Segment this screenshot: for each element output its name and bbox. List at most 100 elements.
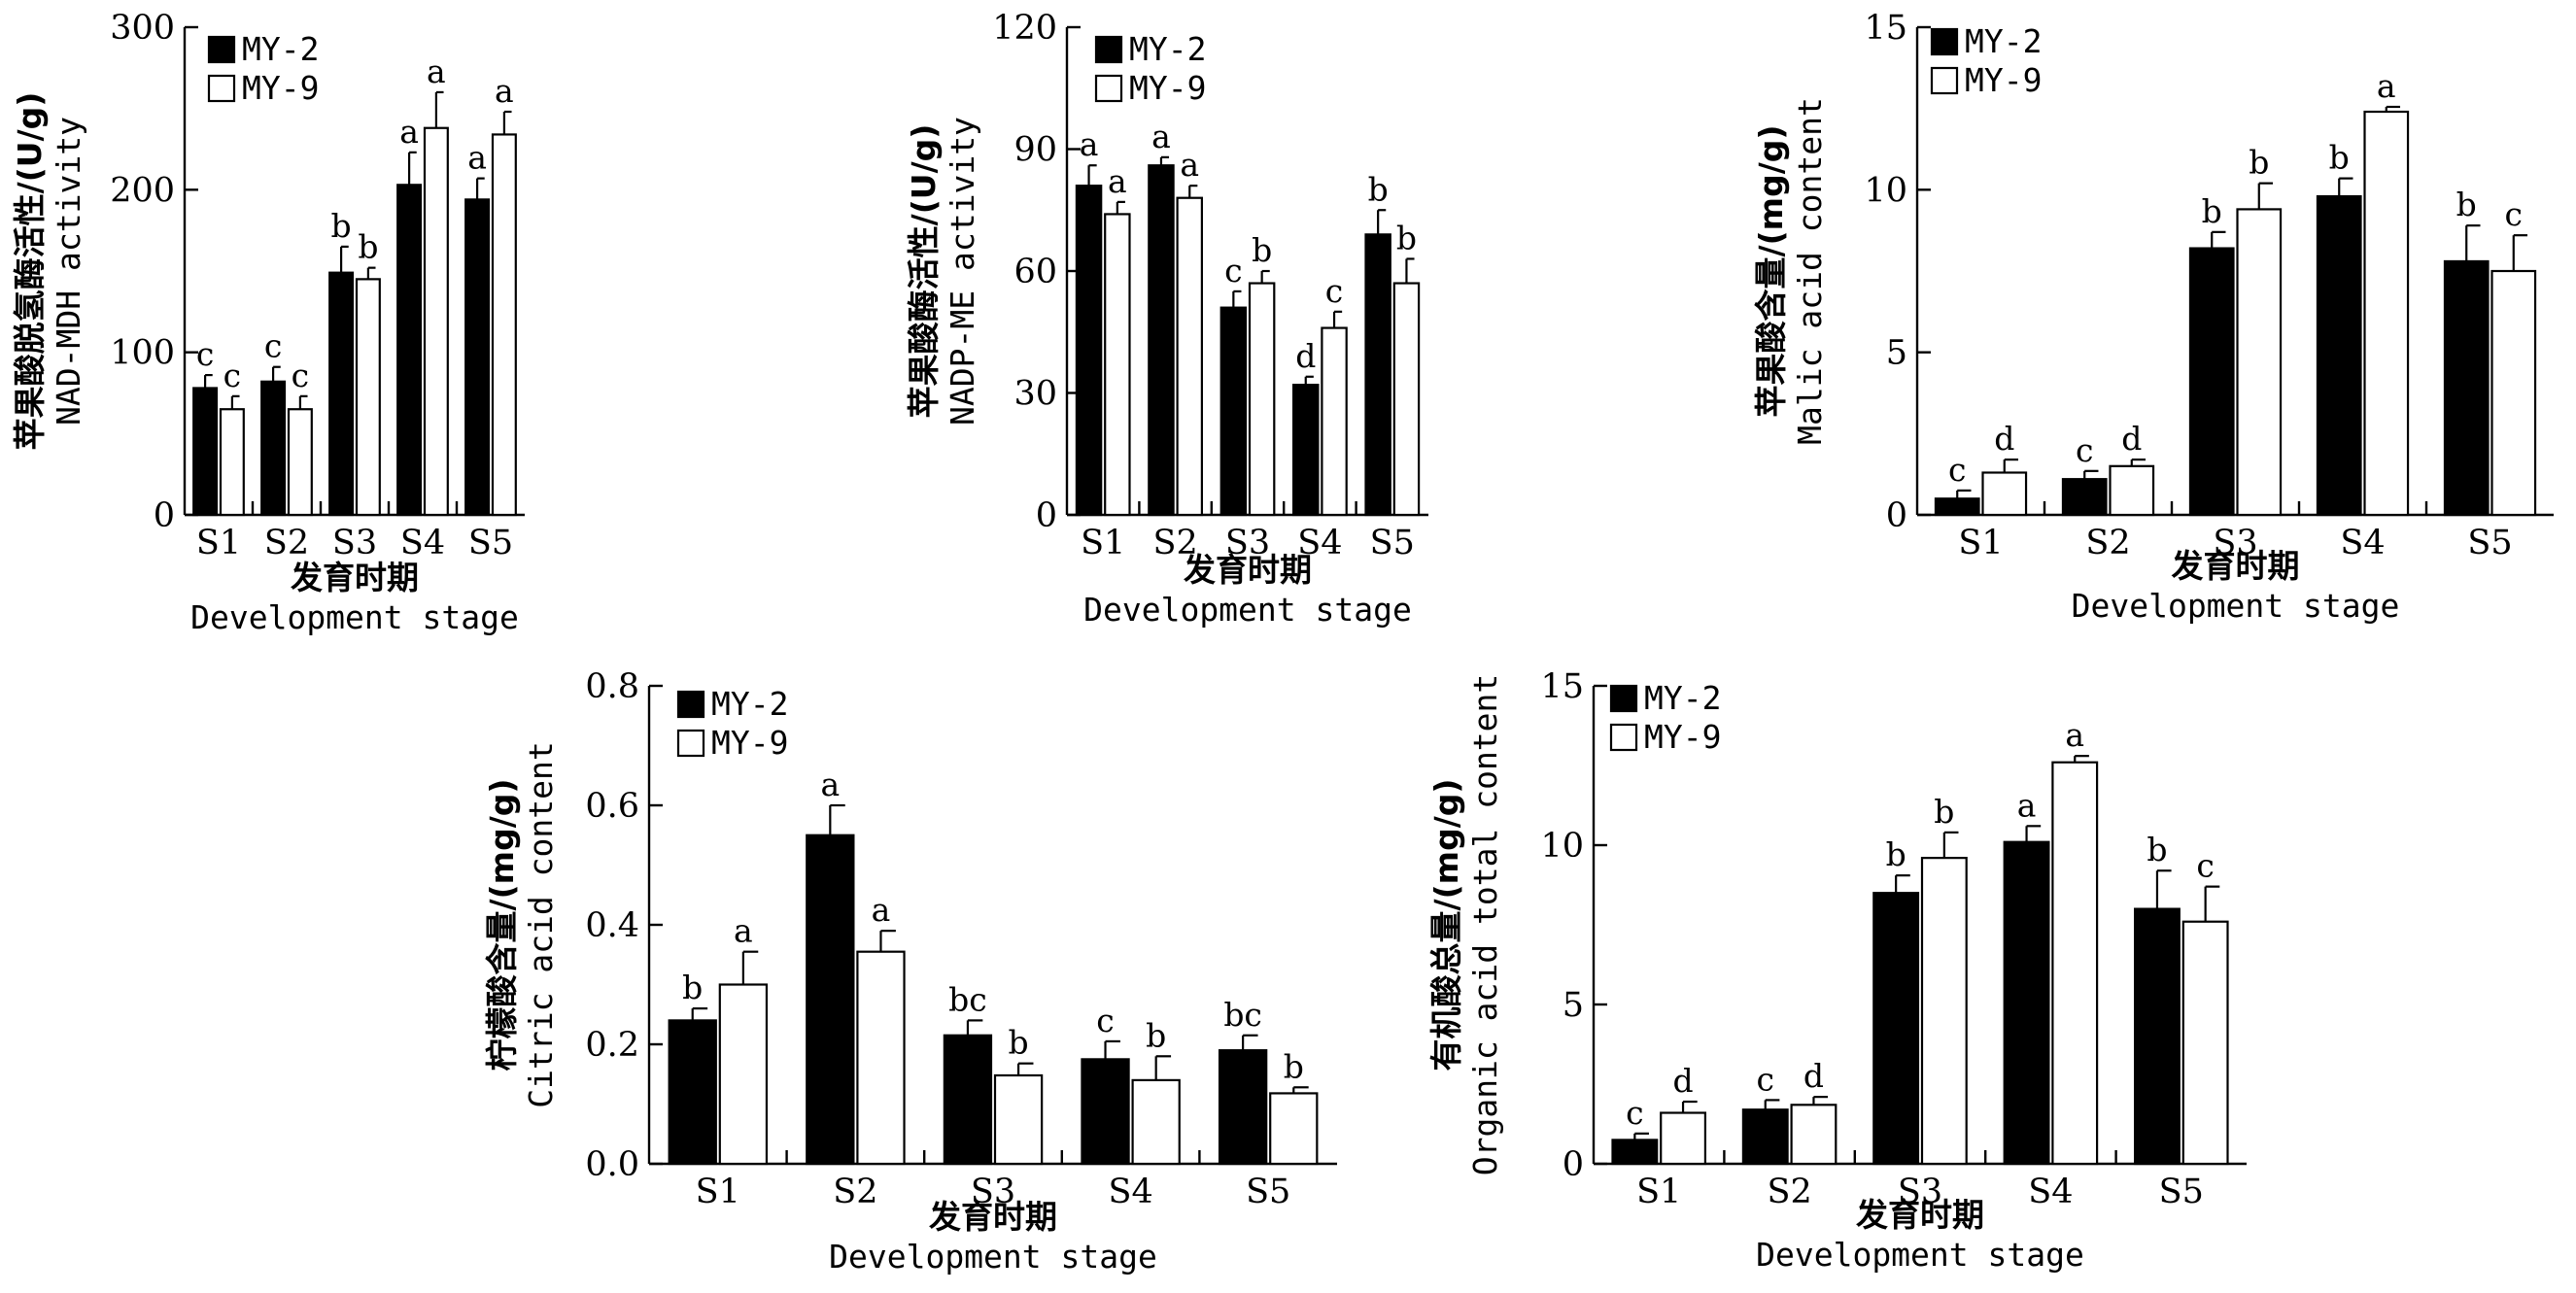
legend-label: MY-9	[1129, 69, 1206, 107]
bar-my-2-s1	[1611, 1139, 1659, 1166]
x-tick-label: S2	[1152, 524, 1197, 562]
legend-swatch	[676, 729, 705, 758]
x-axis-title-en: Development stage	[2072, 587, 2400, 625]
significance-letter: b	[1146, 1016, 1166, 1054]
x-axis-title-cn: 发育时期	[929, 1198, 1057, 1236]
y-tick-label: 0.4	[585, 906, 639, 945]
bar-my-9-s3	[1920, 857, 1968, 1166]
bar-my-2-s4	[1292, 384, 1320, 517]
x-axis-title-en: Development stage	[1083, 591, 1412, 629]
x-axis-title-cn: 发育时期	[291, 559, 419, 596]
x-tick-label: S3	[1898, 1173, 1942, 1211]
significance-letter: b	[2249, 144, 2269, 182]
x-tick-label: S2	[833, 1173, 877, 1211]
y-tick-label: 0	[1563, 1145, 1584, 1184]
bar-my-9-s2	[1790, 1104, 1838, 1166]
significance-letter: c	[1325, 272, 1343, 310]
y-tick-label: 300	[110, 9, 175, 48]
y-tick-label: 200	[110, 171, 175, 210]
significance-letter: c	[2076, 431, 2093, 469]
significance-letter: c	[1948, 451, 1966, 489]
legend-swatch	[1609, 684, 1638, 713]
x-tick-label: S2	[264, 524, 309, 562]
y-tick-label: 5	[1886, 334, 1907, 373]
significance-letter: a	[2065, 716, 2084, 754]
y-axis-title-en: Organic acid total content	[1466, 674, 1504, 1176]
y-tick-label: 10	[1540, 827, 1584, 866]
y-tick-label: 15	[1540, 667, 1584, 706]
significance-letter: a	[495, 72, 514, 110]
significance-letter: a	[467, 139, 487, 177]
bar-my-9-s5	[1392, 282, 1421, 517]
significance-letter: c	[1626, 1094, 1643, 1132]
y-tick-label: 30	[1013, 375, 1057, 414]
y-axis-title-cn: 苹果酸含量/(mg/g)	[1752, 125, 1790, 418]
bar-my-2-s2	[1741, 1108, 1789, 1166]
legend-swatch	[1930, 27, 1959, 56]
significance-letter: c	[223, 357, 241, 394]
legend-label: MY-9	[711, 724, 788, 762]
y-axis-title-en: NADP-ME activity	[944, 117, 981, 425]
legend-label: MY-2	[711, 685, 788, 723]
significance-letter: a	[820, 766, 840, 803]
bar-my-9-s4	[1321, 326, 1348, 517]
x-tick-label: S5	[1370, 524, 1415, 562]
x-tick-label: S4	[1108, 1173, 1152, 1211]
legend-swatch	[207, 74, 236, 103]
x-tick-label: S5	[2467, 524, 2512, 562]
y-axis-title-en: NAD-MDH activity	[50, 117, 87, 425]
x-tick-label: S3	[332, 524, 377, 562]
bar-my-2-s3	[1219, 306, 1248, 517]
significance-letter: d	[1295, 337, 1316, 375]
y-tick-label: 15	[1864, 9, 1907, 48]
bar-my-2-s1	[1075, 185, 1103, 517]
legend-label: MY-2	[1129, 30, 1206, 68]
legend-swatch	[1930, 66, 1959, 95]
significance-letter: c	[2505, 195, 2523, 233]
significance-letter: a	[1180, 146, 1199, 184]
y-axis-title-en: Malic acid content	[1791, 97, 1829, 445]
significance-letter: b	[2202, 192, 2222, 230]
significance-letter: d	[1994, 420, 2014, 458]
significance-letter: c	[1757, 1060, 1774, 1098]
bar-my-9-s4	[2363, 110, 2410, 517]
x-tick-label: S4	[2028, 1173, 2073, 1211]
x-tick-label: S3	[1225, 524, 1270, 562]
significance-letter: bc	[1223, 996, 1262, 1034]
x-axis-title-cn: 发育时期	[1184, 551, 1312, 589]
bar-my-2-s5	[2134, 907, 2181, 1166]
significance-letter: a	[734, 912, 753, 950]
x-axis-title-cn: 发育时期	[1856, 1196, 1984, 1234]
bar-my-9-s3	[2236, 208, 2283, 517]
x-tick-label: S2	[1767, 1173, 1811, 1211]
significance-letter: b	[1886, 835, 1906, 873]
significance-letter: c	[264, 327, 282, 365]
y-tick-label: 0	[154, 496, 175, 535]
bar-my-9-s1	[718, 983, 769, 1166]
legend-swatch	[1094, 35, 1123, 64]
significance-letter: bc	[948, 980, 987, 1018]
legend-swatch	[676, 690, 705, 719]
y-tick-label: 0.0	[585, 1145, 639, 1184]
bar-my-2-s3	[1872, 892, 1920, 1166]
x-tick-label: S1	[1958, 524, 2003, 562]
x-tick-label: S1	[696, 1173, 740, 1211]
y-axis-title-cn: 苹果酸脱氢酶活性/(U/g)	[11, 92, 49, 451]
x-axis-title-en: Development stage	[1756, 1236, 2084, 1274]
bar-my-9-s4	[1131, 1078, 1181, 1166]
significance-letter: c	[2196, 847, 2214, 885]
legend-label: MY-2	[242, 30, 319, 68]
significance-letter: a	[2377, 67, 2396, 105]
legend-label: MY-9	[242, 69, 319, 107]
x-axis-title-en: Development stage	[190, 598, 519, 636]
bar-my-9-s5	[2490, 269, 2537, 517]
significance-letter: b	[1284, 1047, 1304, 1085]
significance-letter: d	[2121, 420, 2142, 458]
legend-label: MY-2	[1644, 679, 1721, 717]
bar-my-9-s2	[2109, 464, 2155, 517]
bar-my-2-s2	[2061, 478, 2108, 517]
bar-my-9-s2	[856, 950, 906, 1166]
